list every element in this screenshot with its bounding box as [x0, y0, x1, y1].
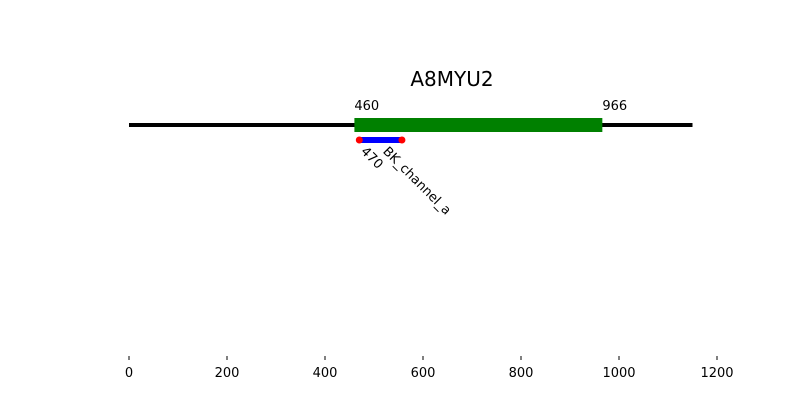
region-end-label: 966 [602, 99, 627, 114]
x-axis: 0 200 400 600 800 1000 1200 [125, 356, 734, 381]
region-start-label: 460 [354, 99, 379, 114]
x-tick-label: 200 [215, 366, 240, 381]
x-tick-label: 400 [313, 366, 338, 381]
x-tick-label: 1000 [602, 366, 635, 381]
domain-start-marker [355, 136, 363, 144]
x-tick-label: 800 [509, 366, 534, 381]
domain-name-label: BK_channel_a [379, 144, 453, 218]
x-tick-label: 1200 [700, 366, 733, 381]
chart-title: A8MYU2 [410, 67, 493, 91]
x-tick-label: 600 [411, 366, 436, 381]
domain-start-label: 470 [357, 144, 385, 172]
domain-end-marker [398, 136, 406, 144]
x-tick-label: 0 [125, 366, 133, 381]
region-bar [354, 118, 603, 132]
